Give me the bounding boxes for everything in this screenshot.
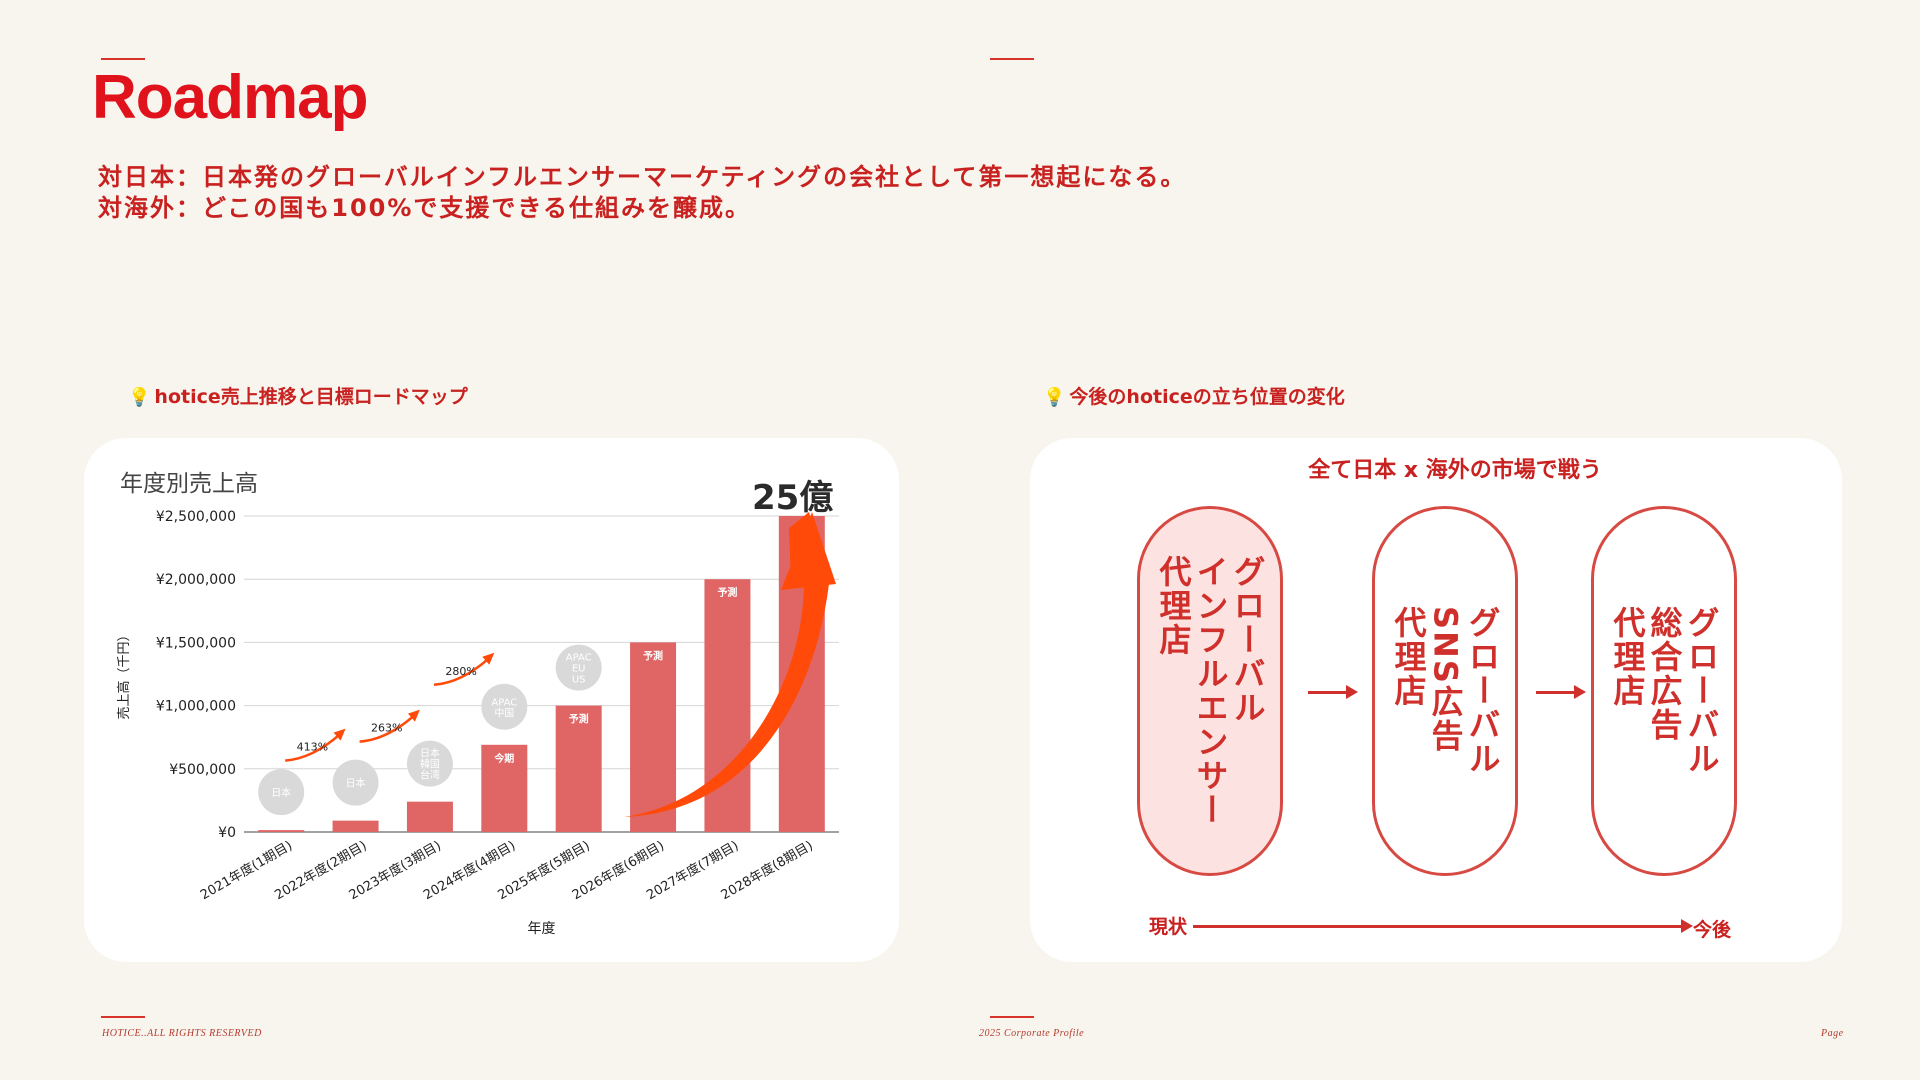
bar: [258, 830, 305, 832]
stage-arrow-2: [1536, 685, 1586, 699]
market-bubble-label: 中国: [494, 706, 514, 719]
y-axis-label: 売上高（千円）: [116, 628, 132, 719]
target-growth-arrow: [624, 582, 829, 817]
growth-label: 280%: [445, 665, 476, 678]
bar-label: 予測: [643, 649, 663, 662]
x-axis-label: 年度: [528, 921, 556, 937]
bottom-left-rule: [101, 1016, 145, 1018]
bar-label: 予測: [717, 586, 737, 599]
lightbulb-icon: 💡: [128, 387, 151, 408]
market-bubble-label: APAC: [491, 697, 517, 708]
growth-label: 413%: [297, 741, 328, 754]
target-annotation: 25億: [752, 478, 834, 518]
market-bubble-label: 韓国: [420, 759, 440, 771]
market-bubble-label: 台湾: [420, 769, 440, 782]
y-tick-label: ¥1,500,000: [156, 635, 236, 651]
bar-label: 今期: [493, 752, 514, 765]
market-bubble-label: 日本: [271, 786, 291, 799]
market-bubble-label: APAC: [566, 653, 592, 664]
bottom-center-rule: [990, 1016, 1034, 1018]
stage-arrow-1: [1308, 685, 1358, 699]
stage-next-label: グローバル SNS広告 代理店: [1389, 606, 1502, 776]
timeline-arrow: [1193, 919, 1693, 933]
market-bubble-label: US: [572, 675, 586, 686]
market-bubble: [332, 759, 379, 806]
y-tick-label: ¥500,000: [169, 762, 236, 778]
revenue-bar-chart: ¥0 ¥500,000 ¥1,000,000 ¥1,500,000 ¥2,000,000…: [116, 509, 839, 937]
market-bubble: [555, 644, 602, 691]
market-bubble: [481, 683, 528, 730]
top-left-rule: [101, 58, 145, 60]
positioning-title: 全て日本 x 海外の市場で戦う: [1308, 458, 1602, 483]
growth-arrow: [433, 657, 490, 687]
market-bubble-label: EU: [572, 664, 586, 675]
bar-label: 予測: [569, 713, 589, 726]
growth-arrow: [359, 714, 415, 743]
footer-page-label: Page: [1821, 1028, 1844, 1039]
bar: [555, 705, 602, 832]
stage-current-label: グローバル インフルエンサー 代理店: [1154, 555, 1267, 827]
market-bubble: [258, 769, 305, 816]
bar: [332, 820, 379, 832]
y-tick-label: ¥2,000,000: [156, 572, 236, 588]
market-bubble-label: 日本: [420, 747, 440, 760]
growth-arrow-head: [482, 652, 495, 665]
timeline-end-label: 今後: [1693, 919, 1732, 941]
y-tick-label: ¥1,000,000: [156, 699, 236, 715]
stage-future-pill: グローバル 総合広告 代理店: [1591, 506, 1737, 876]
bar: [630, 642, 677, 832]
y-tick-label: ¥2,500,000: [156, 509, 236, 525]
stage-next-pill: グローバル SNS広告 代理店: [1372, 506, 1518, 876]
bar: [481, 744, 528, 832]
growth-label: 263%: [371, 722, 402, 735]
timeline-start-label: 現状: [1149, 916, 1188, 938]
left-section-title: 💡 hotice売上推移と目標ロードマップ: [128, 382, 468, 409]
lead-text: 対日本：日本発のグローバルインフルエンサーマーケティングの会社として第一想起にな…: [98, 162, 1186, 224]
growth-arrow-head: [333, 728, 346, 741]
lightbulb-icon: 💡: [1043, 387, 1066, 408]
top-center-rule: [990, 58, 1034, 60]
growth-arrow-head: [407, 709, 420, 722]
bar: [406, 801, 453, 832]
target-growth-arrow-tip: [781, 512, 836, 590]
right-section-title: 💡 今後のhoticeの立ち位置の変化: [1043, 382, 1345, 409]
growth-arrow: [285, 733, 341, 762]
lead-line-overseas: 対海外：どこの国も100%で支援できる仕組みを醸成。: [98, 194, 751, 222]
right-section-heading: 今後のhoticeの立ち位置の変化: [1069, 386, 1345, 408]
left-section-heading: hotice売上推移と目標ロードマップ: [154, 386, 468, 408]
market-bubble-label: 日本: [346, 777, 366, 790]
footer-copyright: HOTICE..ALL RIGHTS RESERVED: [102, 1028, 262, 1039]
stage-current-pill: グローバル インフルエンサー 代理店: [1137, 506, 1283, 876]
footer-document-name: 2025 Corporate Profile: [979, 1028, 1085, 1039]
page-title: Roadmap: [92, 63, 368, 132]
bar: [704, 579, 751, 832]
stage-future-label: グローバル 総合広告 代理店: [1608, 606, 1721, 776]
chart-title: 年度別売上高: [120, 471, 258, 497]
lead-line-japan: 対日本：日本発のグローバルインフルエンサーマーケティングの会社として第一想起にな…: [98, 163, 1187, 191]
y-tick-label: ¥0: [218, 825, 236, 841]
market-bubble: [406, 740, 453, 787]
